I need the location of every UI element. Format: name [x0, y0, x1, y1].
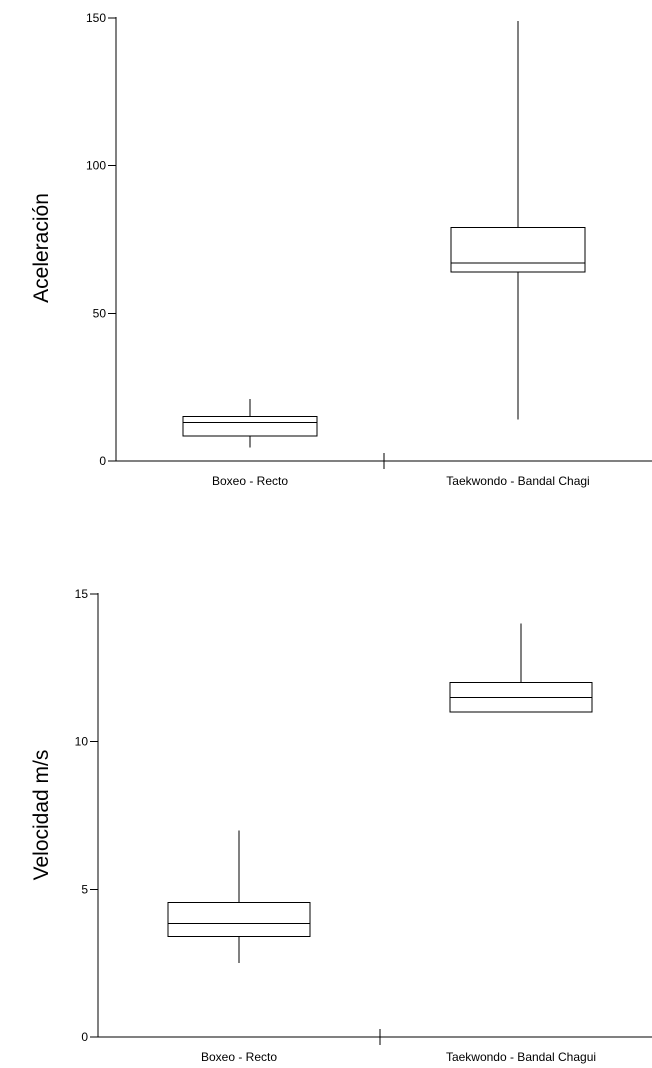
- x-category-label: Boxeo - Recto: [201, 1050, 277, 1064]
- y-tick-label: 0: [99, 454, 106, 468]
- velocity-boxplot: 0 5 10 15 Velocidad m/s Boxeo - Recto Taekwond…: [30, 587, 652, 1064]
- iqr-box: [182, 416, 318, 437]
- x-category-label: Taekwondo - Bandal Chagi: [446, 474, 589, 488]
- box-0: [182, 398, 318, 448]
- y-tick-label: 100: [86, 159, 106, 173]
- y-tick-label: 10: [75, 735, 89, 749]
- box-0: [167, 830, 311, 964]
- acceleration-boxplot: 0 50 100 150 Aceleración Boxeo - Recto Taekwon…: [30, 11, 652, 488]
- y-tick-label: 15: [75, 587, 89, 601]
- y-tick-label: 50: [93, 306, 107, 320]
- iqr-box: [450, 227, 586, 273]
- box-1: [449, 623, 593, 713]
- iqr-box: [167, 902, 311, 938]
- y-tick-label: 150: [86, 11, 106, 25]
- x-category-label: Taekwondo - Bandal Chagui: [446, 1050, 596, 1064]
- box-1: [450, 20, 586, 420]
- x-category-label: Boxeo - Recto: [212, 474, 288, 488]
- y-axis-label: Velocidad m/s: [30, 750, 53, 881]
- y-axis-label: Aceleración: [30, 193, 53, 303]
- y-tick-label: 0: [81, 1030, 88, 1044]
- y-tick-label: 5: [81, 882, 88, 896]
